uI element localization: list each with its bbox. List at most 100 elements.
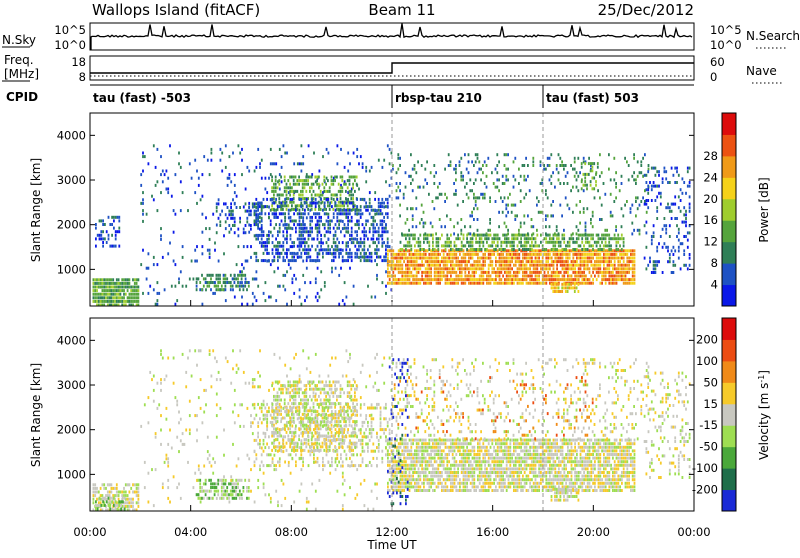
power-data-cell <box>228 210 230 213</box>
power-data-cell <box>665 206 667 209</box>
power-data-cell <box>403 278 405 281</box>
power-data-cell <box>125 278 127 281</box>
power-data-cell <box>587 241 589 244</box>
power-data-cell <box>309 204 311 207</box>
power-data-cell <box>107 286 109 289</box>
power-data-cell <box>299 212 301 215</box>
power-data-cell <box>318 216 320 219</box>
power-data-cell <box>619 267 621 270</box>
power-data-cell <box>314 176 316 179</box>
power-data-cell <box>273 186 275 189</box>
power-data-cell <box>533 278 535 281</box>
power-data-cell <box>326 148 328 151</box>
power-data-cell <box>230 228 232 231</box>
power-data-cell <box>293 241 295 244</box>
power-data-cell <box>617 234 619 237</box>
power-data-cell <box>538 249 540 252</box>
power-data-cell <box>255 206 257 209</box>
power-data-cell <box>549 249 551 252</box>
velocity-data-cell <box>162 483 164 486</box>
velocity-data-cell <box>296 413 298 416</box>
power-data-cell <box>481 271 483 274</box>
power-data-cell <box>107 278 109 281</box>
velocity-data-cell <box>214 493 216 496</box>
velocity-data-cell <box>117 508 119 511</box>
power-data-cell <box>525 178 527 181</box>
power-data-cell <box>607 267 609 270</box>
velocity-data-cell <box>376 389 378 392</box>
power-data-cell <box>369 170 371 173</box>
power-data-cell <box>142 198 144 201</box>
power-data-cell <box>493 182 495 185</box>
power-data-cell <box>513 264 515 267</box>
power-data-cell <box>202 231 204 234</box>
cpid-label: CPID <box>6 90 38 104</box>
power-data-cell <box>360 241 362 244</box>
power-data-cell <box>347 170 349 173</box>
velocity-data-cell <box>373 385 375 388</box>
power-data-cell <box>225 288 227 291</box>
power-data-cell <box>121 300 123 303</box>
power-data-cell <box>545 260 547 263</box>
power-data-cell <box>409 257 411 260</box>
power-data-cell <box>644 224 646 227</box>
power-data-cell <box>421 257 423 260</box>
velocity-data-cell <box>232 479 234 482</box>
power-data-cell <box>261 224 263 227</box>
power-data-cell <box>331 252 333 255</box>
power-data-cell <box>633 178 635 181</box>
power-data-cell <box>488 271 490 274</box>
power-data-cell <box>454 278 456 281</box>
power-data-cell <box>415 196 417 199</box>
power-data-cell <box>272 198 274 201</box>
power-data-cell <box>680 242 682 245</box>
power-data-cell <box>94 296 96 299</box>
power-data-cell <box>261 217 263 220</box>
power-data-cell <box>263 241 265 244</box>
power-data-cell <box>409 275 411 278</box>
power-data-cell <box>475 267 477 270</box>
power-data-cell <box>259 212 261 215</box>
power-data-cell <box>345 259 347 262</box>
power-data-cell <box>513 244 515 247</box>
power-data-cell <box>540 271 542 274</box>
velocity-data-cell <box>289 395 291 398</box>
power-data-cell <box>430 171 432 174</box>
power-data-cell <box>423 278 425 281</box>
power-data-cell <box>610 253 612 256</box>
velocity-data-cell <box>252 403 254 406</box>
power-data-cell <box>323 190 325 193</box>
power-data-cell <box>490 249 492 252</box>
power-data-cell <box>324 223 326 226</box>
power-data-cell <box>335 223 337 226</box>
power-data-cell <box>653 185 655 188</box>
power-data-cell <box>612 271 614 274</box>
power-data-cell <box>100 230 102 233</box>
power-data-cell <box>416 271 418 274</box>
power-data-cell <box>418 249 420 252</box>
velocity-data-cell <box>125 501 127 504</box>
power-data-cell <box>403 244 405 247</box>
power-data-cell <box>419 282 421 285</box>
power-data-cell <box>347 198 349 201</box>
velocity-data-cell <box>155 432 157 435</box>
power-data-cell <box>400 264 402 267</box>
velocity-data-cell <box>111 483 113 486</box>
velocity-data-cell <box>169 429 171 432</box>
velocity-data-cell <box>122 500 124 503</box>
power-data-cell <box>331 197 333 200</box>
power-data-cell <box>599 244 601 247</box>
power-data-cell <box>477 264 479 267</box>
power-data-cell <box>473 260 475 263</box>
power-data-cell <box>118 293 120 296</box>
velocity-data-cell <box>291 435 293 438</box>
velocity-data-cell <box>376 497 378 500</box>
power-data-cell <box>481 257 483 260</box>
power-data-cell <box>345 209 347 212</box>
power-data-cell <box>632 257 634 260</box>
power-data-cell <box>443 264 445 267</box>
power-data-cell <box>257 234 259 237</box>
power-data-cell <box>112 300 114 303</box>
power-data-cell <box>553 237 555 240</box>
power-data-cell <box>623 271 625 274</box>
